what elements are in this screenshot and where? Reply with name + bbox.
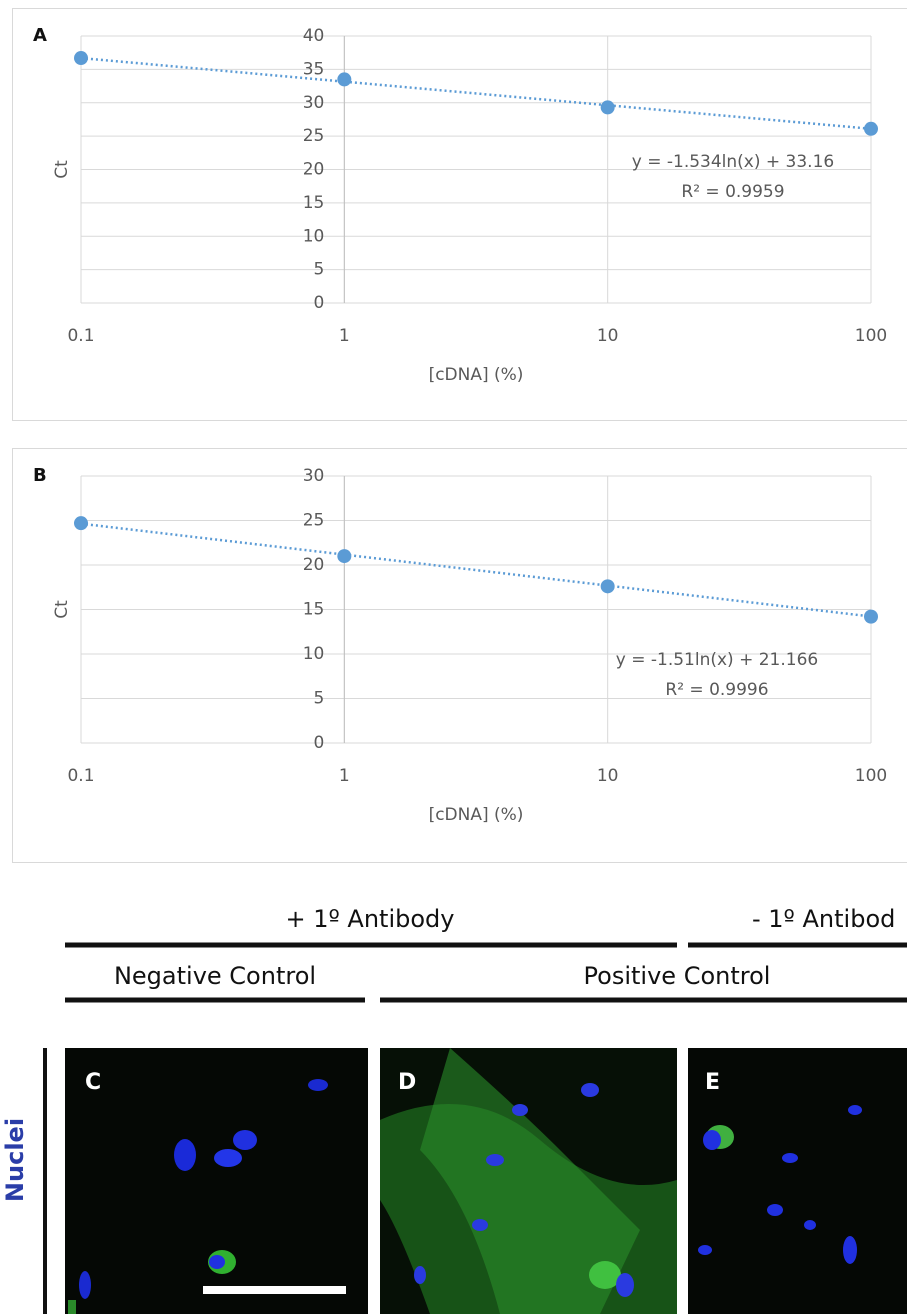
x-tick-label: 1: [339, 326, 350, 346]
panel-label: A: [33, 25, 47, 46]
trendline-r2: R² = 0.9996: [665, 680, 768, 700]
panel-label: C: [85, 1070, 101, 1095]
x-tick-label: 0.1: [67, 326, 94, 346]
cell: [804, 1220, 816, 1230]
point: [74, 516, 88, 530]
header: - 1º Antibod: [752, 905, 895, 933]
micrograph: E: [688, 1048, 907, 1314]
point: [74, 51, 88, 65]
y-tick-label: 20: [303, 555, 325, 575]
x-tick-label: 10: [597, 326, 619, 346]
cell: [581, 1083, 599, 1097]
cell: [472, 1219, 488, 1231]
y-tick-label: 35: [303, 59, 325, 79]
y-tick-label: 15: [303, 193, 325, 213]
cell: [308, 1079, 328, 1091]
y-axis-title: Ct: [52, 600, 72, 619]
cell: [68, 1300, 76, 1314]
y-tick-label: 30: [303, 466, 325, 486]
y-tick-label: 5: [314, 260, 325, 280]
x-axis-title: [cDNA] (%): [429, 365, 524, 385]
y-tick-label: 15: [303, 600, 325, 620]
point: [864, 122, 878, 136]
cell: [848, 1105, 862, 1115]
cell: [512, 1104, 528, 1116]
panel-label: B: [33, 465, 47, 486]
y-tick-label: 40: [303, 26, 325, 46]
cell: [698, 1245, 712, 1255]
subheader: Negative Control: [114, 962, 316, 990]
x-tick-label: 10: [597, 766, 619, 786]
micrograph: D: [380, 1048, 677, 1314]
chart-frame: [13, 9, 907, 421]
y-tick-label: 10: [303, 644, 325, 664]
trendline-r2: R² = 0.9959: [681, 182, 784, 202]
cell: [486, 1154, 504, 1166]
cell: [209, 1255, 225, 1269]
header: + 1º Antibody: [285, 905, 454, 933]
image-bg: [688, 1048, 907, 1314]
cell: [843, 1236, 857, 1264]
y-tick-label: 10: [303, 226, 325, 246]
y-tick-label: 25: [303, 511, 325, 531]
cell: [174, 1139, 196, 1171]
row-label: Nuclei: [1, 1118, 29, 1202]
point: [337, 549, 351, 563]
y-tick-label: 20: [303, 160, 325, 180]
x-tick-label: 100: [855, 326, 887, 346]
x-tick-label: 0.1: [67, 766, 94, 786]
cell: [616, 1273, 634, 1297]
point: [601, 579, 615, 593]
cell: [782, 1153, 798, 1163]
point: [601, 100, 615, 114]
y-tick-label: 30: [303, 93, 325, 113]
panel-label: E: [705, 1070, 720, 1095]
cell: [414, 1266, 426, 1284]
y-tick-label: 5: [314, 689, 325, 709]
trendline-equation: y = -1.534ln(x) + 33.16: [632, 152, 834, 172]
x-axis-title: [cDNA] (%): [429, 805, 524, 825]
point: [864, 610, 878, 624]
trendline-equation: y = -1.51ln(x) + 21.166: [616, 650, 818, 670]
y-tick-label: 0: [314, 733, 325, 753]
subheader: Positive Control: [584, 962, 771, 990]
cell: [214, 1149, 242, 1167]
panel-label: D: [398, 1070, 416, 1095]
cell: [233, 1130, 257, 1150]
point: [337, 72, 351, 86]
x-tick-label: 1: [339, 766, 350, 786]
cell: [703, 1130, 721, 1150]
cell: [767, 1204, 783, 1216]
cell: [79, 1271, 91, 1299]
y-tick-label: 0: [314, 293, 325, 313]
scale-bar: [203, 1286, 346, 1294]
y-tick-label: 25: [303, 126, 325, 146]
figure: + 1º Antibody - 1º Antibod Negative Cont…: [0, 0, 907, 1314]
y-axis-title: Ct: [52, 160, 72, 179]
micrograph: C: [65, 1048, 368, 1314]
x-tick-label: 100: [855, 766, 887, 786]
